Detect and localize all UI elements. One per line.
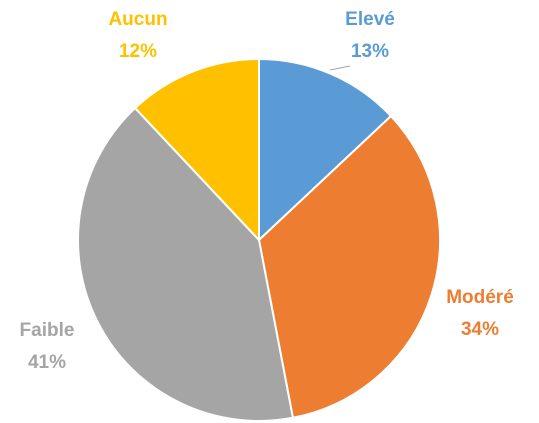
slice-value: 34% xyxy=(461,319,499,340)
slice-label: Aucun xyxy=(108,9,167,30)
leader-line xyxy=(329,65,351,71)
slice-label: Elevé xyxy=(345,9,395,30)
pie-slice xyxy=(257,114,441,419)
pie-slice xyxy=(133,57,260,243)
slice-label: Faible xyxy=(20,320,75,341)
slice-value: 12% xyxy=(119,41,157,62)
slice-label: Modéré xyxy=(446,287,514,308)
slice-value: 41% xyxy=(28,352,66,373)
pie-slice xyxy=(77,106,295,422)
slice-value: 13% xyxy=(351,41,389,62)
pie-slice xyxy=(258,57,393,243)
